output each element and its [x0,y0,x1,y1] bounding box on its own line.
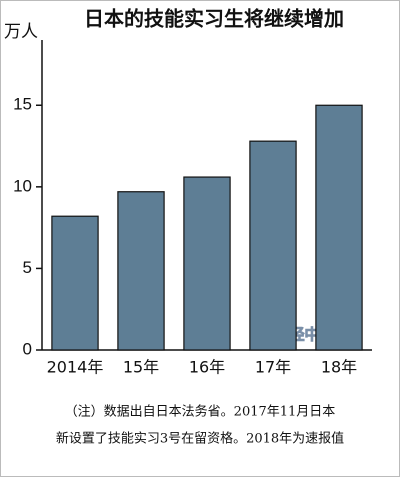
y-tick-label: 0 [23,339,32,358]
x-tick-label: 16年 [189,358,225,377]
bar [315,104,363,351]
y-tick-label: 5 [23,258,32,277]
x-tick-label: 2014年 [47,358,104,377]
y-tick-label: 15 [13,95,32,114]
x-tick-label: 17年 [255,358,291,377]
bar [249,140,297,351]
bar [51,215,99,351]
y-tick-label: 10 [13,176,32,195]
note-line: （注）数据出自日本法务省。2017年11月日本 [65,404,336,420]
y-unit: 万人 [4,22,38,42]
bar [183,176,231,351]
chart-title: 日本的技能实习生将继续增加 [84,7,344,31]
bar [117,191,165,351]
x-tick-label: 18年 [321,358,357,377]
note-line: 新设置了技能实习3号在留资格。2018年为速报值 [56,431,344,447]
x-tick-label: 15年 [123,358,159,377]
